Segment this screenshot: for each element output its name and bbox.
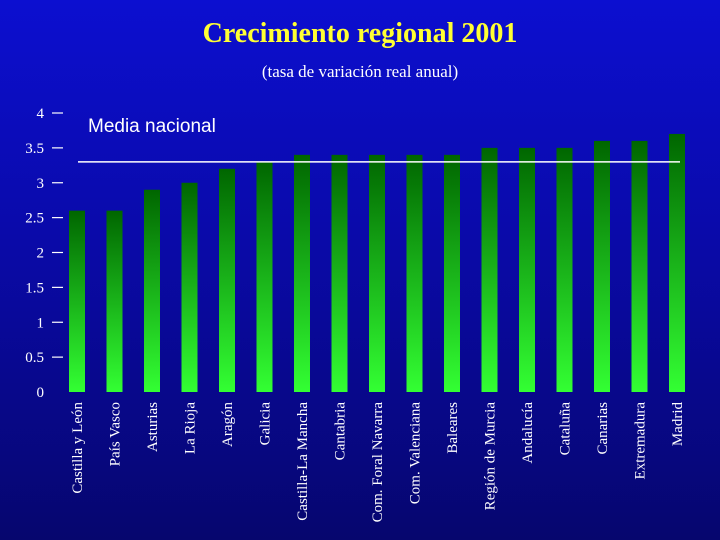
y-tick-label: 2 <box>37 246 45 262</box>
x-category-label: País Vasco <box>108 402 124 466</box>
bar <box>69 210 85 392</box>
y-tick-label: 0.5 <box>25 350 44 366</box>
x-category-label: La Rioja <box>183 402 199 454</box>
bar <box>331 154 348 392</box>
bar <box>594 140 610 392</box>
y-tick-label: 1 <box>37 315 45 331</box>
x-category-label: Galicia <box>258 402 274 446</box>
x-axis-labels: Castilla y León País Vasco Asturias La Rioj… <box>70 402 686 523</box>
bar <box>256 161 273 392</box>
x-category-label: Aragón <box>220 402 236 447</box>
bar <box>219 168 235 392</box>
x-category-label: Baleares <box>445 402 461 454</box>
y-tick-label: 2.5 <box>25 211 44 227</box>
bar <box>631 140 648 392</box>
x-category-label: Cantabria <box>333 402 349 461</box>
bar <box>669 133 685 393</box>
x-category-label: Com. Valenciana <box>408 402 424 505</box>
x-category-label: Com. Foral Navarra <box>370 402 386 523</box>
bar <box>181 182 198 392</box>
reference-line-group: Media nacional <box>78 116 680 163</box>
y-tick-label: 3 <box>37 176 45 192</box>
x-category-label: Asturias <box>145 402 161 452</box>
x-category-label: Región de Murcia <box>483 402 499 511</box>
x-category-label: Extremadura <box>633 402 649 480</box>
y-axis: 0 0.5 1 1.5 2 2.5 3 3.5 4 <box>25 106 63 401</box>
y-tick-label: 0 <box>37 385 45 401</box>
bar <box>481 147 498 392</box>
bars <box>69 133 685 393</box>
bar <box>519 147 535 392</box>
y-tick-label: 3.5 <box>25 141 44 157</box>
chart-subtitle: (tasa de variación real anual) <box>261 62 459 81</box>
bar <box>369 154 385 392</box>
chart-title: Crecimiento regional 2001 <box>202 18 518 49</box>
reference-line-label: Media nacional <box>88 116 216 137</box>
y-tick-label: 1.5 <box>25 280 44 296</box>
y-tick-label: 4 <box>37 106 45 122</box>
x-category-label: Canarias <box>595 402 611 455</box>
bar <box>444 154 460 392</box>
bar <box>406 154 423 392</box>
bar <box>144 189 160 392</box>
x-category-label: Castilla-La Mancha <box>295 402 311 521</box>
x-category-label: Castilla y León <box>70 402 86 494</box>
bar <box>294 154 310 392</box>
x-category-label: Cataluña <box>558 402 574 456</box>
x-category-label: Andalucía <box>520 402 536 464</box>
bar <box>106 210 123 392</box>
x-category-label: Madrid <box>670 402 686 447</box>
bar <box>556 147 573 392</box>
